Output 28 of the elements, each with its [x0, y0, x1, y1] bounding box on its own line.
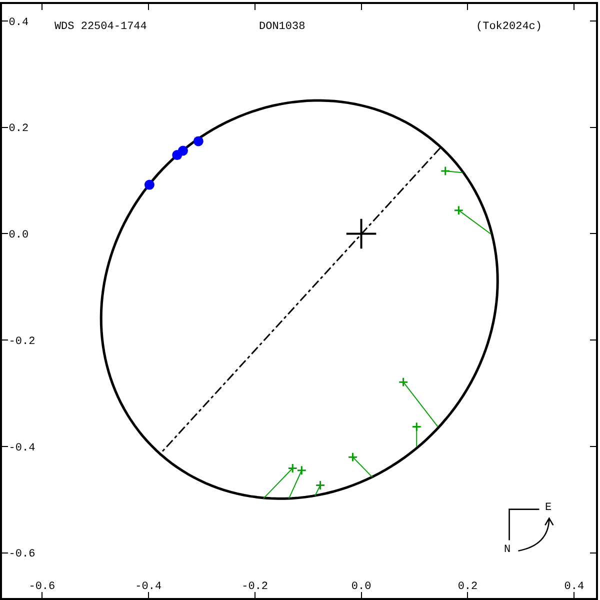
text: DON1038	[259, 21, 306, 33]
point	[178, 146, 188, 156]
annotation: (Tok2024c)	[476, 21, 542, 33]
x-tick-label: -0.6	[28, 581, 56, 593]
point	[348, 452, 358, 462]
point	[454, 205, 464, 216]
y-tick-label: -0.6	[8, 548, 36, 561]
annotation: N	[504, 544, 511, 556]
x-tick-label: -0.4	[135, 581, 162, 593]
point	[440, 166, 450, 176]
x-tick-label: 0.4	[564, 581, 584, 593]
point	[296, 465, 307, 476]
y-tick-label: 0.2	[8, 123, 29, 136]
y-tick-label: 0.4	[8, 16, 29, 29]
point	[288, 463, 298, 474]
x-tick-label: 0.2	[458, 581, 478, 593]
point	[144, 180, 154, 190]
point	[193, 136, 204, 146]
point	[398, 377, 408, 388]
point	[412, 422, 422, 432]
y-tick-label: -0.2	[8, 336, 36, 348]
y-tick-label: -0.4	[8, 442, 36, 454]
point	[315, 480, 326, 490]
y-tick-label: 0.0	[8, 230, 29, 242]
annotation: E	[545, 502, 552, 514]
text: WDS 22504-1744	[54, 20, 148, 33]
x-tick-label: -0.2	[242, 581, 268, 593]
x-tick-label: 0.0	[351, 581, 372, 593]
